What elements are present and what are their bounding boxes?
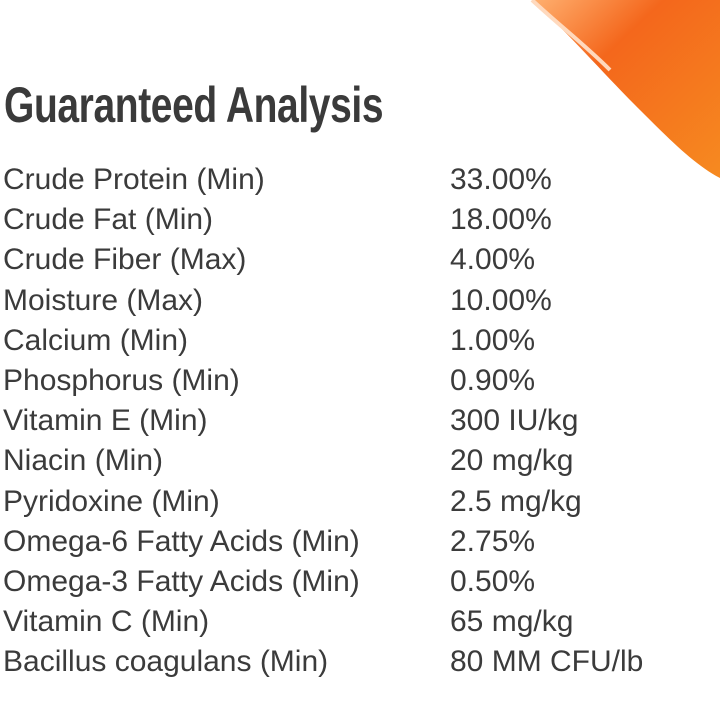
table-row: Vitamin E (Min) 300 IU/kg: [0, 401, 720, 441]
title: Guaranteed Analysis: [4, 77, 384, 133]
table-row: Niacin (Min) 20 mg/kg: [0, 441, 720, 481]
nutrient-value: 20 mg/kg: [450, 444, 574, 478]
table-row: Bacillus coagulans (Min) 80 MM CFU/lb: [0, 642, 720, 682]
nutrient-value: 0.50%: [450, 565, 536, 598]
nutrient-value: 2.75%: [450, 524, 536, 558]
nutrient-label: Phosphorus (Min): [3, 364, 240, 397]
nutrient-value: 0.90%: [450, 364, 536, 397]
nutrient-label: Vitamin C (Min): [3, 605, 210, 639]
swoosh-shape: [532, 0, 720, 178]
swoosh-highlight: [530, 0, 612, 72]
table-row: Crude Fat (Min) 18.00%: [0, 200, 720, 240]
nutrient-value: 4.00%: [450, 243, 536, 277]
table-row: Calcium (Min) 1.00%: [0, 321, 720, 361]
nutrient-label: Niacin (Min): [3, 444, 164, 478]
nutrient-label: Moisture (Max): [3, 283, 204, 317]
table-row: Moisture (Max) 10.00%: [0, 281, 720, 321]
nutrient-label: Omega-6 Fatty Acids (Min): [3, 524, 360, 558]
nutrient-value: 10.00%: [450, 283, 552, 317]
table-row: Pyridoxine (Min) 2.5 mg/kg: [0, 482, 720, 522]
table-row: Crude Fiber (Max) 4.00%: [0, 240, 720, 280]
table-row: Phosphorus (Min) 0.90%: [0, 361, 720, 401]
table-row: Omega-6 Fatty Acids (Min) 2.75%: [0, 522, 720, 562]
nutrient-label: Vitamin E (Min): [3, 404, 208, 438]
nutrient-label: Calcium (Min): [3, 323, 189, 357]
nutrient-value: 18.00%: [450, 203, 552, 237]
nutrient-label: Bacillus coagulans (Min): [3, 645, 329, 679]
nutrient-label: Pyridoxine (Min): [3, 484, 220, 518]
table-row: Crude Protein (Min) 33.00%: [0, 160, 720, 200]
nutrient-value: 65 mg/kg: [450, 605, 574, 639]
nutrient-value: 1.00%: [450, 323, 536, 357]
table-row: Omega-3 Fatty Acids (Min) 0.50%: [0, 562, 720, 602]
nutrient-label: Omega-3 Fatty Acids (Min): [3, 565, 360, 598]
table-row: Vitamin C (Min) 65 mg/kg: [0, 602, 720, 642]
nutrient-value: 33.00%: [450, 163, 552, 196]
nutrient-value: 2.5 mg/kg: [450, 484, 582, 518]
nutrient-value: 300 IU/kg: [450, 404, 579, 438]
nutrient-label: Crude Fiber (Max): [3, 243, 247, 277]
nutrient-value: 80 MM CFU/lb: [450, 645, 644, 679]
nutrient-label: Crude Fat (Min): [3, 203, 214, 237]
nutrient-label: Crude Protein (Min): [3, 163, 265, 196]
